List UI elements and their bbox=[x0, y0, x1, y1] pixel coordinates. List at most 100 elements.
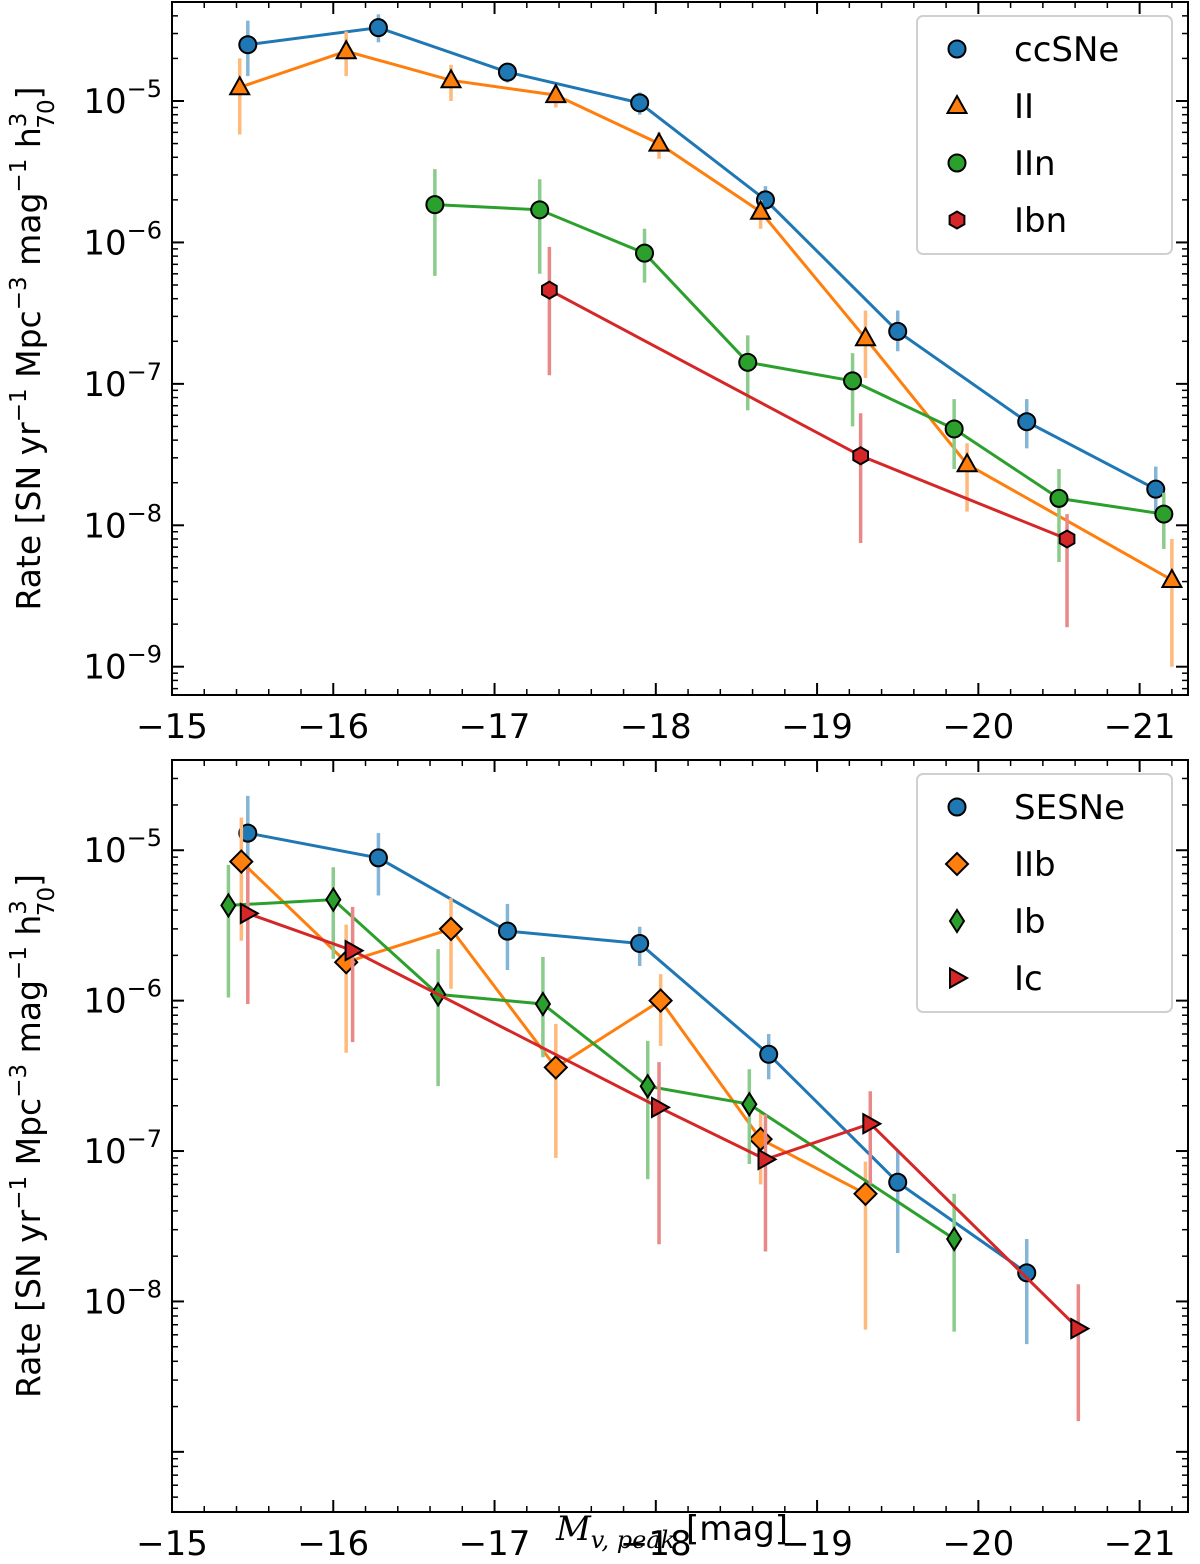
series-SESNe bbox=[238, 795, 1037, 1345]
y-tick-label: 10−6 bbox=[83, 216, 162, 263]
data-point bbox=[749, 199, 772, 220]
data-point bbox=[852, 446, 869, 466]
data-point bbox=[368, 18, 388, 38]
legend-marker bbox=[949, 966, 970, 990]
top-panel: −15 −16 −17 −18 −19 −20 −2110−910−810−710−610−… bbox=[6, 1, 1189, 747]
y-tick-label: 10−6 bbox=[83, 975, 162, 1022]
series-Ib bbox=[220, 864, 963, 1332]
data-point bbox=[344, 939, 365, 962]
x-tick-label: −19 bbox=[781, 1524, 853, 1564]
data-point bbox=[757, 1148, 778, 1171]
data-point bbox=[543, 1054, 569, 1080]
series-Ic bbox=[239, 869, 1091, 1422]
x-tick-label: −18 bbox=[620, 1524, 692, 1564]
y-tick-label: 10−5 bbox=[83, 824, 162, 871]
x-tick-label: −21 bbox=[1104, 707, 1176, 747]
x-tick-label: −15 bbox=[136, 1524, 208, 1564]
data-point bbox=[425, 195, 445, 215]
legend-marker bbox=[947, 797, 967, 817]
legend-marker bbox=[945, 93, 969, 114]
data-point bbox=[228, 75, 251, 96]
data-point bbox=[1049, 488, 1069, 508]
legend-label: Ibn bbox=[1014, 201, 1067, 241]
legend-marker bbox=[947, 153, 967, 173]
legend-label: Ic bbox=[1014, 959, 1043, 999]
data-point bbox=[438, 916, 464, 942]
legend-label: IIb bbox=[1014, 845, 1056, 885]
x-ticks: −15 −16 −17 −18 −19 −20 −21 bbox=[136, 2, 1176, 747]
legend-marker bbox=[948, 908, 966, 934]
bottom-panel: −15 −16 −17 −18 −19 −20 −21 10−8 10−7 10−6 10−5 Rat… bbox=[6, 759, 1189, 1564]
data-point bbox=[238, 35, 258, 55]
y-tick-label: 10−8 bbox=[83, 499, 162, 546]
x-axis-label: Mv, peak [mag] bbox=[555, 1509, 788, 1554]
data-point bbox=[1058, 529, 1076, 549]
x-tick-label: −20 bbox=[942, 707, 1014, 747]
legend-box bbox=[916, 773, 1173, 1013]
data-point bbox=[497, 62, 517, 82]
legend-marker bbox=[947, 39, 967, 59]
data-point bbox=[648, 988, 674, 1014]
y-tick-label: 10−7 bbox=[83, 1125, 162, 1172]
data-point bbox=[1017, 412, 1037, 432]
data-point bbox=[238, 823, 258, 843]
series-line bbox=[247, 831, 1028, 1275]
series-Ibn bbox=[541, 246, 1076, 628]
data-point bbox=[1070, 1317, 1091, 1340]
data-point bbox=[651, 1096, 672, 1119]
data-point bbox=[239, 902, 260, 925]
axes-frame bbox=[171, 759, 1189, 1513]
legend-label: IIn bbox=[1014, 144, 1056, 184]
x-tick-label: −17 bbox=[459, 1524, 531, 1564]
series-ccSNe bbox=[238, 14, 1166, 515]
series-IIn bbox=[425, 169, 1174, 563]
series-line bbox=[548, 288, 1068, 541]
series-line bbox=[434, 203, 1165, 516]
legend-marker bbox=[948, 210, 966, 230]
data-point bbox=[368, 848, 388, 868]
data-point bbox=[944, 419, 964, 439]
legend-label: Ib bbox=[1014, 902, 1046, 942]
legend: ccSNe II IIn Ibn bbox=[916, 15, 1173, 255]
data-point bbox=[544, 83, 568, 104]
legend-label: ccSNe bbox=[1014, 30, 1119, 70]
series-line bbox=[247, 26, 1157, 491]
x-tick-label: −15 bbox=[136, 707, 208, 747]
data-point bbox=[843, 371, 863, 391]
y-tick-label: 10−9 bbox=[83, 641, 162, 688]
y-ticks: 10−8 10−7 10−6 10−5 bbox=[83, 777, 1188, 1513]
data-point bbox=[220, 892, 237, 919]
data-point bbox=[862, 1112, 883, 1135]
x-ticks: −15 −16 −17 −18 −19 −20 −21 bbox=[136, 760, 1176, 1564]
y-tick-label: 10−7 bbox=[83, 358, 162, 405]
data-point bbox=[439, 68, 463, 89]
data-point bbox=[530, 200, 550, 220]
data-point bbox=[1154, 504, 1174, 524]
data-point bbox=[741, 1091, 758, 1118]
data-point bbox=[534, 991, 552, 1017]
data-point bbox=[334, 39, 358, 60]
legend-label: SESNe bbox=[1014, 788, 1125, 828]
data-point bbox=[647, 131, 671, 152]
data-point bbox=[497, 921, 517, 941]
y-axis-label: Rate [SN yr−1 Mpc−3 mag−1 h370] bbox=[6, 874, 60, 1398]
data-point bbox=[853, 1181, 878, 1207]
data-point bbox=[888, 321, 908, 341]
y-ticks: 10−9 10−8 10−7 10−6 10−5 bbox=[83, 1, 1188, 690]
x-tick-label: −21 bbox=[1104, 1524, 1176, 1564]
data-point bbox=[854, 326, 877, 347]
y-axis-label: Rate [SN yr−1 Mpc−3 mag−1 h370] bbox=[6, 86, 60, 610]
legend-box bbox=[916, 15, 1173, 255]
data-point bbox=[541, 280, 558, 300]
series-line bbox=[247, 911, 1080, 1330]
legend-label: II bbox=[1014, 87, 1034, 127]
y-tick-label: 10−8 bbox=[83, 1275, 162, 1322]
x-tick-label: −20 bbox=[942, 1524, 1014, 1564]
data-point bbox=[738, 352, 758, 372]
data-point bbox=[630, 93, 650, 113]
legend: SESNe IIb Ib Ic bbox=[916, 773, 1173, 1013]
data-point bbox=[635, 243, 655, 263]
data-point bbox=[888, 1172, 908, 1192]
data-point bbox=[639, 1073, 656, 1100]
